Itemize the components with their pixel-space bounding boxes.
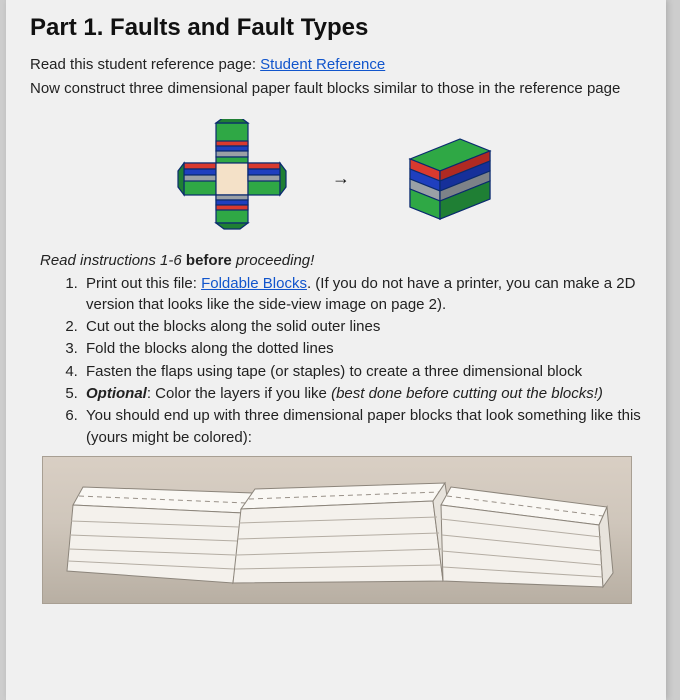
instruction-list: Print out this file: Foldable Blocks. (I… [82,273,642,448]
arrow-icon: → [332,168,350,189]
paper-blocks-photo [42,456,632,604]
read-before-note: Read instructions 1-6 before proceeding! [40,252,642,269]
document-page: Part 1. Faults and Fault Types Read this… [6,0,666,700]
foldable-blocks-link[interactable]: Foldable Blocks [201,275,307,292]
paper-blocks-svg [43,457,632,604]
page-title: Part 1. Faults and Fault Types [30,14,642,42]
unfolded-template-icon [172,119,292,239]
step-4: Fasten the flaps using tape (or staples)… [82,361,642,382]
fault-block-diagram: → [30,114,642,244]
step-5: Optional: Color the layers if you like (… [82,383,642,404]
intro-line-2: Now construct three dimensional paper fa… [30,78,642,100]
step-6: You should end up with three dimensional… [82,405,642,448]
folded-block-icon [390,129,500,229]
step-3: Fold the blocks along the dotted lines [82,338,642,359]
intro-line-1: Read this student reference page: Studen… [30,54,642,76]
step-2: Cut out the blocks along the solid outer… [82,316,642,337]
intro-pre: Read this student reference page: [30,56,260,73]
student-reference-link[interactable]: Student Reference [260,56,385,73]
step-1: Print out this file: Foldable Blocks. (I… [82,273,642,316]
